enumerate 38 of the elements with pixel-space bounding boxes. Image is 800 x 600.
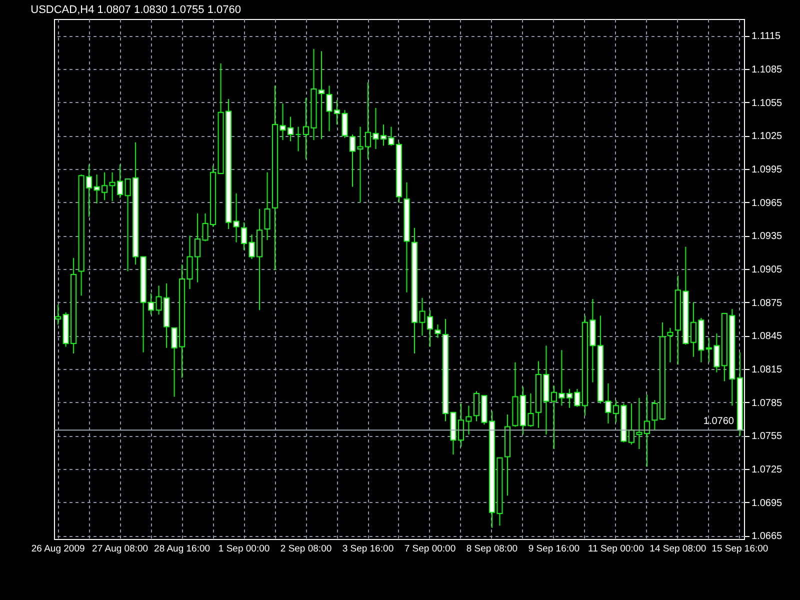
y-tick-label: 1.0725 xyxy=(752,464,783,476)
y-tick-label: 1.0785 xyxy=(752,398,783,409)
chart-title: USDCAD,H4 1.0807 1.0830 1.0755 1.0760 xyxy=(30,4,241,16)
y-tick-label: 1.0755 xyxy=(752,431,783,442)
y-tick-label: 1.0875 xyxy=(752,298,783,309)
candlestick xyxy=(667,327,674,363)
candlestick xyxy=(264,172,270,241)
y-tick-label: 1.1025 xyxy=(752,131,783,142)
x-tick-label: 26 Aug 2009 xyxy=(31,544,85,554)
candlestick xyxy=(434,324,441,338)
y-tick-label: 1.0845 xyxy=(752,331,783,342)
x-tick-label: 9 Sep 16:00 xyxy=(528,544,580,554)
x-tick-label: 15 Sep 16:00 xyxy=(712,544,768,554)
x-tick-label: 11 Sep 00:00 xyxy=(588,544,644,554)
x-tick-label: 14 Sep 08:00 xyxy=(650,544,706,554)
candlestick xyxy=(241,222,248,251)
x-tick-label: 8 Sep 08:00 xyxy=(466,544,518,554)
y-tick-label: 1.0695 xyxy=(752,498,783,509)
candlestick xyxy=(644,394,650,468)
y-tick-label: 1.0965 xyxy=(752,198,783,209)
y-tick-label: 1.0995 xyxy=(752,164,783,176)
y-tick-label: 1.1085 xyxy=(752,64,783,76)
x-tick-label: 7 Sep 00:00 xyxy=(404,544,456,554)
candlestick xyxy=(233,192,240,243)
y-tick-label: 1.1115 xyxy=(752,31,782,42)
y-tick-label: 1.0905 xyxy=(752,264,783,276)
x-tick-label: 28 Aug 16:00 xyxy=(154,544,210,554)
x-tick-label: 3 Sep 16:00 xyxy=(342,544,394,554)
x-tick-label: 2 Sep 08:00 xyxy=(280,544,332,554)
y-tick-label: 1.0935 xyxy=(752,231,783,242)
y-tick-label: 1.0815 xyxy=(752,364,783,376)
y-tick-label: 1.0665 xyxy=(752,531,783,542)
x-tick-label: 1 Sep 00:00 xyxy=(218,544,270,554)
candlestick xyxy=(295,126,302,152)
candlestick xyxy=(652,400,658,431)
ref-line-label: 1.0760 xyxy=(703,416,734,428)
x-tick-label: 27 Aug 08:00 xyxy=(92,544,148,554)
y-tick-label: 1.1055 xyxy=(752,98,783,109)
